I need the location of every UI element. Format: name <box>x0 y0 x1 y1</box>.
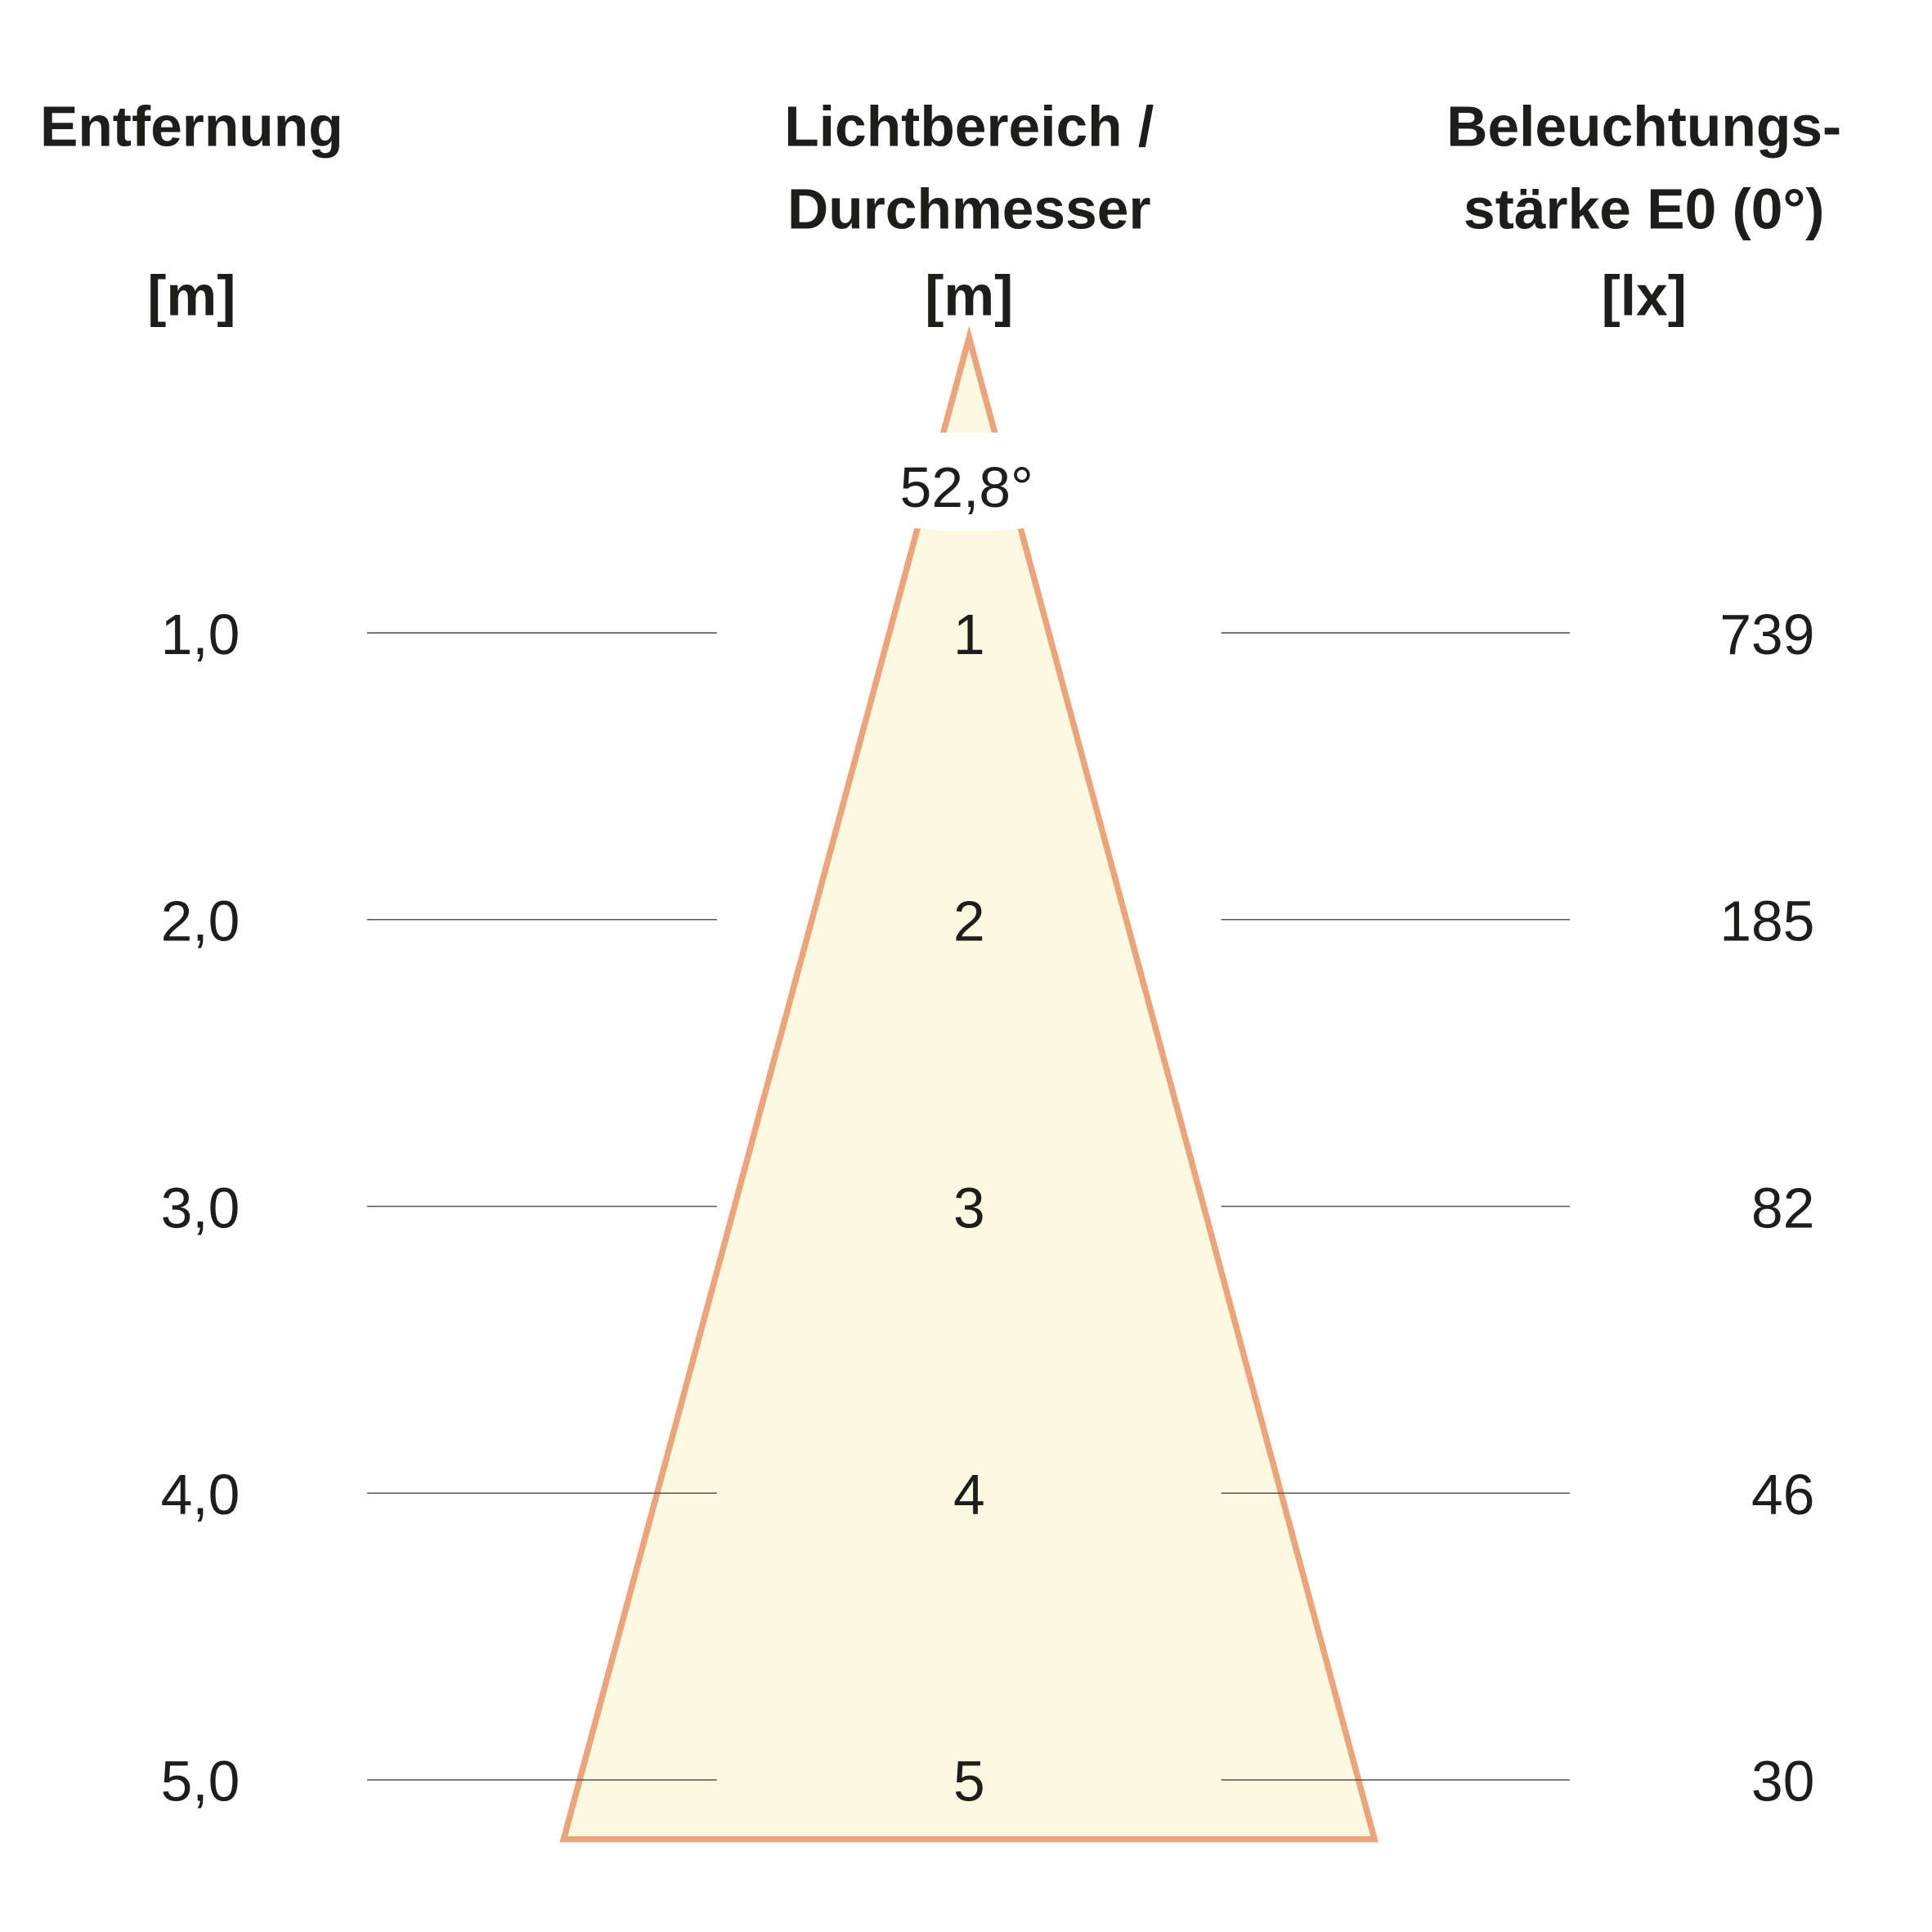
header-distance-line: Entfernung <box>40 94 343 158</box>
header-illuminance-unit: [lx] <box>1602 264 1687 328</box>
illuminance-value: 30 <box>1751 1750 1814 1813</box>
header-illuminance: Beleuchtungs- stärke E0 (0°) [lx] <box>1446 94 1841 327</box>
table-row: 3,0 3 82 <box>161 1176 1815 1239</box>
illuminance-value: 82 <box>1751 1176 1814 1239</box>
distance-value: 4,0 <box>161 1463 240 1526</box>
diameter-value: 2 <box>953 890 985 953</box>
header-diameter-line: Durchmesser <box>787 177 1150 241</box>
diameter-value: 1 <box>953 603 985 666</box>
illuminance-value: 739 <box>1719 603 1814 666</box>
rows: 1,0 1 739 2,0 2 185 3,0 3 82 4,0 4 46 5,0 5 30 <box>161 603 1815 1813</box>
diameter-value: 4 <box>953 1463 985 1526</box>
table-row: 5,0 5 30 <box>161 1750 1815 1813</box>
header-diameter-line: Lichtbereich / <box>784 94 1154 158</box>
table-row: 4,0 4 46 <box>161 1463 1815 1526</box>
header-distance-unit: [m] <box>147 264 235 328</box>
distance-value: 5,0 <box>161 1750 240 1813</box>
illuminance-value: 46 <box>1751 1463 1814 1526</box>
table-row: 2,0 2 185 <box>161 890 1815 953</box>
diameter-value: 3 <box>953 1176 985 1239</box>
header-diameter-unit: [m] <box>925 264 1013 328</box>
header-illuminance-line: Beleuchtungs- <box>1446 94 1841 158</box>
table-row: 1,0 1 739 <box>161 603 1815 666</box>
illuminance-value: 185 <box>1719 890 1814 953</box>
header-diameter: Lichtbereich / Durchmesser [m] <box>784 94 1154 327</box>
distance-value: 1,0 <box>161 603 240 666</box>
distance-value: 3,0 <box>161 1176 240 1239</box>
header-distance: Entfernung [m] <box>40 94 343 327</box>
header-illuminance-line: stärke E0 (0°) <box>1464 177 1824 241</box>
diameter-value: 5 <box>953 1750 985 1813</box>
angle-label-gap <box>865 433 1074 532</box>
light-cone <box>559 325 1379 1843</box>
distance-value: 2,0 <box>161 890 240 953</box>
beam-angle-label: 52,8° <box>900 455 1033 519</box>
